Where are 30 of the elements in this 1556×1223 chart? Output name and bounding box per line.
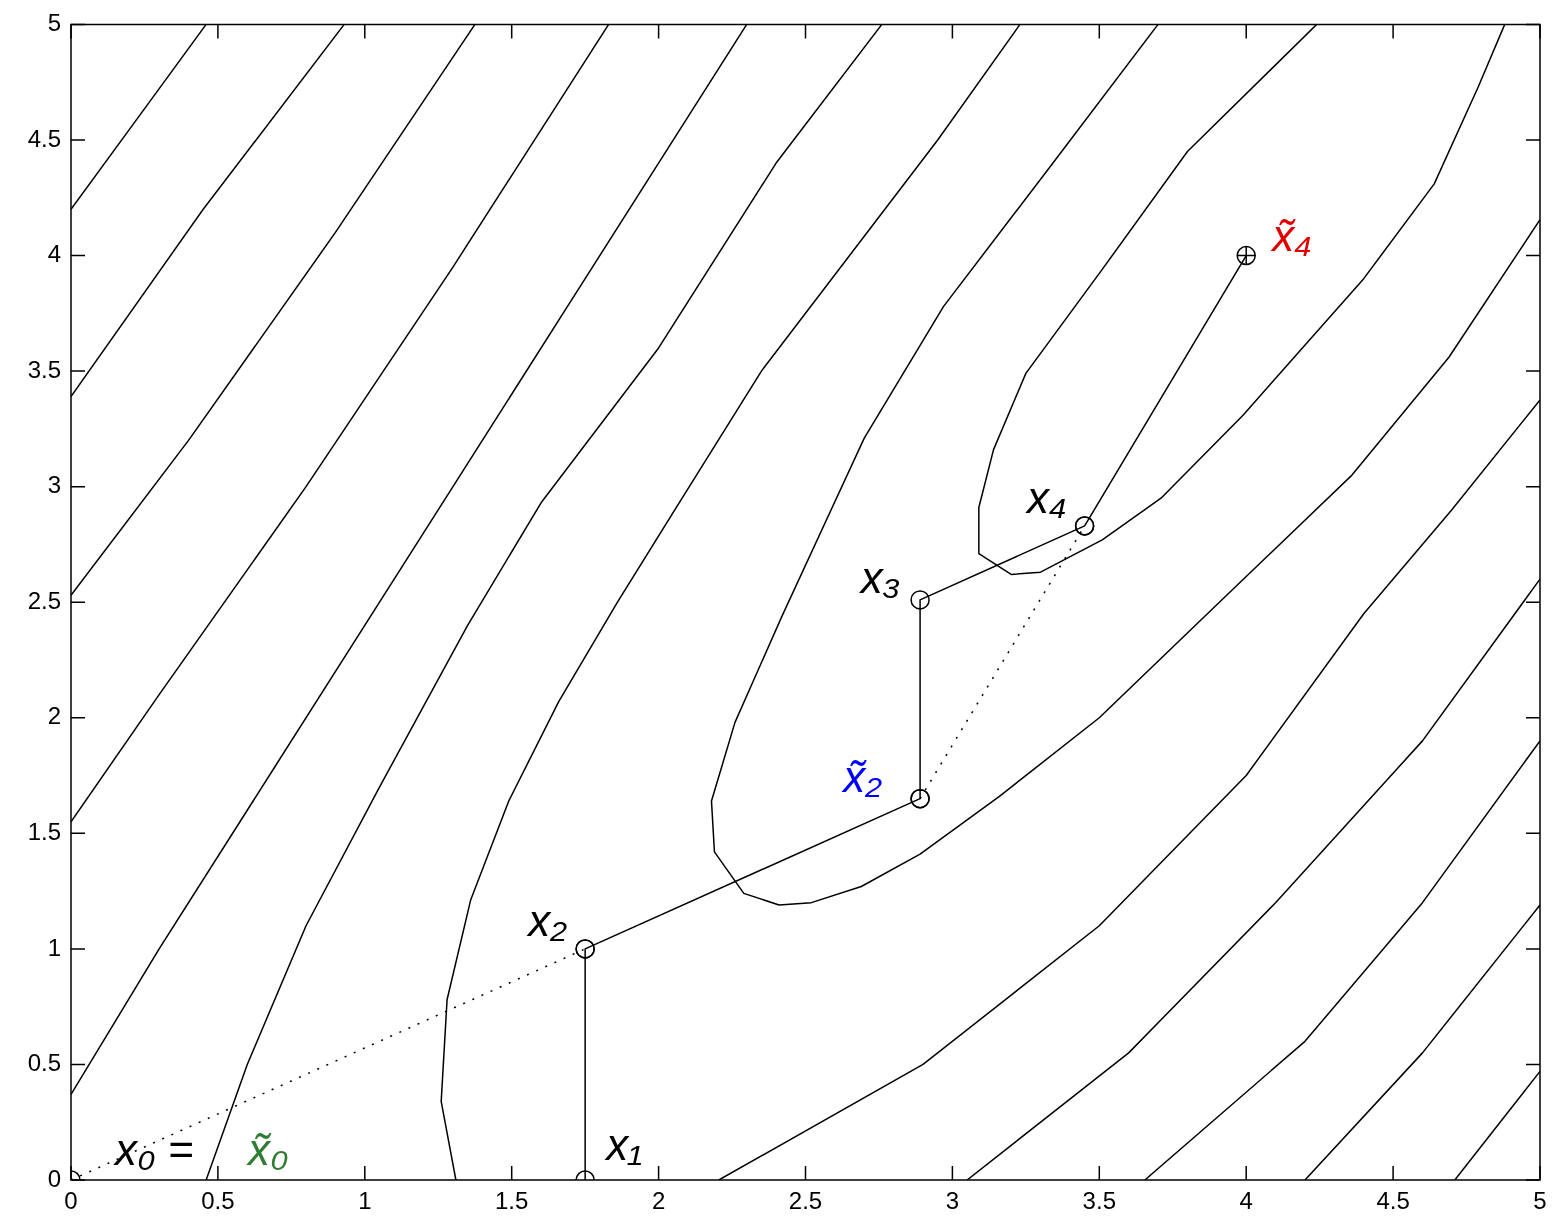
y-tick-label: 0 (47, 1164, 61, 1192)
y-tick-label: 1.5 (27, 817, 61, 845)
y-tick-label: 5 (47, 9, 61, 37)
y-tick-label: 4 (47, 240, 61, 268)
x-tick-label: 0.5 (201, 1187, 235, 1215)
x-tick-label: 0 (64, 1187, 78, 1215)
annotation: x₂ (526, 895, 568, 945)
annotation: x̃₂ (841, 751, 883, 801)
annotation: x̃₀ (246, 1125, 289, 1174)
y-tick-label: 4.5 (27, 124, 61, 152)
x-tick-label: 5 (1533, 1187, 1547, 1215)
annotation: x₃ (858, 552, 901, 602)
x-tick-label: 1.5 (495, 1187, 529, 1215)
y-tick-label: 2 (47, 702, 61, 730)
annotation: x₀ = (113, 1125, 194, 1174)
y-tick-label: 0.5 (27, 1049, 61, 1077)
y-tick-label: 2.5 (27, 586, 61, 614)
annotation: x₄ (1024, 472, 1067, 522)
x-tick-label: 4.5 (1376, 1187, 1410, 1215)
x-tick-label: 2.5 (788, 1187, 823, 1215)
y-tick-label: 1 (47, 933, 61, 961)
x-tick-label: 1 (358, 1187, 372, 1215)
y-tick-label: 3.5 (27, 355, 61, 383)
x-tick-label: 4 (1239, 1187, 1253, 1215)
annotation: x̃₄ (1270, 210, 1312, 260)
annotation: x₁ (604, 1120, 643, 1169)
x-tick-label: 3.5 (1082, 1187, 1116, 1215)
x-tick-label: 2 (651, 1187, 666, 1215)
y-tick-label: 3 (47, 471, 61, 499)
x-tick-label: 3 (945, 1187, 960, 1215)
